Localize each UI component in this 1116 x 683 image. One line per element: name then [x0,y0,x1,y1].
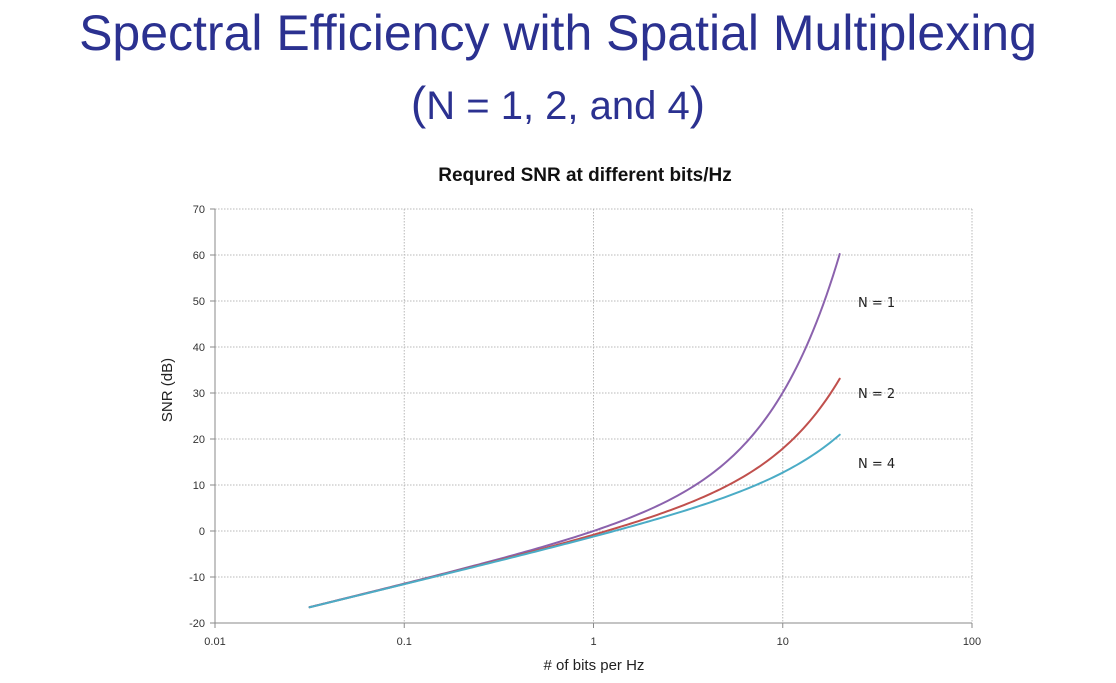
x-tick-label: 0.1 [397,636,412,648]
x-tick-label: 10 [777,636,789,648]
series-label-n4: N = 4 [858,457,895,472]
chart-text: -20 -10 0 10 20 30 40 50 60 70 0.01 0.1 1 10 100 Requre… [159,165,981,674]
subtitle-text: N = 1, 2, and 4 [426,84,690,128]
subtitle-open-paren: ( [410,77,427,129]
chart-axes [210,208,973,628]
chart-grid [215,208,973,623]
x-tick-label: 100 [963,636,981,648]
y-tick-label: 40 [193,342,205,354]
series-line-n2 [308,377,841,609]
y-tick-label: 30 [193,388,205,400]
series-label-n2: N = 2 [858,387,895,402]
y-tick-label: 0 [199,526,205,538]
series-line-n4 [308,433,841,609]
y-tick-label: -10 [189,572,205,584]
slide-subtitle: (N = 1, 2, and 4) [0,78,1116,131]
y-tick-label: 50 [193,296,205,308]
x-tick-label: 0.01 [204,636,225,648]
slide-title: Spectral Efficiency with Spatial Multipl… [79,5,1037,61]
subtitle-close-paren: ) [689,77,706,129]
x-axis-label: # of bits per Hz [544,657,645,674]
y-axis-label: SNR (dB) [159,358,176,422]
y-tick-label: 60 [193,250,205,262]
y-tick-label: 70 [193,204,205,216]
chart-title: Requred SNR at different bits/Hz [438,165,731,186]
y-tick-label: 10 [193,480,205,492]
y-tick-label: -20 [189,618,205,630]
series-label-n1: N = 1 [858,296,895,311]
y-tick-label: 20 [193,434,205,446]
series-line-n1 [308,253,841,609]
x-tick-label: 1 [590,636,596,648]
chart-series [308,253,841,609]
